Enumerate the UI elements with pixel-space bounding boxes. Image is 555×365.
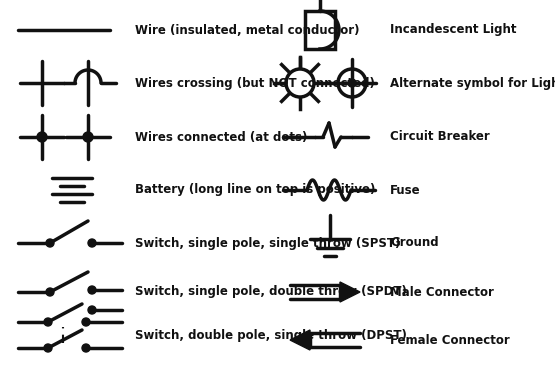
- Circle shape: [83, 132, 93, 142]
- Text: Alternate symbol for Light: Alternate symbol for Light: [390, 77, 555, 89]
- Text: Male Connector: Male Connector: [390, 285, 494, 299]
- Circle shape: [37, 132, 47, 142]
- Circle shape: [44, 318, 52, 326]
- Text: Circuit Breaker: Circuit Breaker: [390, 131, 490, 143]
- Circle shape: [46, 288, 54, 296]
- Text: Female Connector: Female Connector: [390, 334, 509, 346]
- Text: Wire (insulated, metal conductor): Wire (insulated, metal conductor): [135, 23, 360, 36]
- Text: Wires crossing (but NOT connected): Wires crossing (but NOT connected): [135, 77, 375, 89]
- Text: Switch, single pole, double throw (SPDT): Switch, single pole, double throw (SPDT): [135, 285, 407, 299]
- Text: Battery (long line on top is positive): Battery (long line on top is positive): [135, 184, 375, 196]
- Text: Switch, double pole, single throw (DPST): Switch, double pole, single throw (DPST): [135, 328, 407, 342]
- Bar: [305, 11, 335, 49]
- Circle shape: [88, 306, 96, 314]
- Circle shape: [348, 79, 356, 87]
- Circle shape: [46, 239, 54, 247]
- Circle shape: [82, 318, 90, 326]
- Text: Fuse: Fuse: [390, 184, 421, 196]
- Circle shape: [88, 239, 96, 247]
- Text: Ground: Ground: [390, 237, 438, 250]
- Text: Wires connected (at dots): Wires connected (at dots): [135, 131, 307, 143]
- Text: Incandescent Light: Incandescent Light: [390, 23, 517, 36]
- Circle shape: [82, 344, 90, 352]
- Circle shape: [44, 344, 52, 352]
- Text: Switch, single pole, single throw (SPST): Switch, single pole, single throw (SPST): [135, 237, 400, 250]
- Circle shape: [88, 286, 96, 294]
- Polygon shape: [290, 330, 310, 350]
- Polygon shape: [340, 282, 360, 302]
